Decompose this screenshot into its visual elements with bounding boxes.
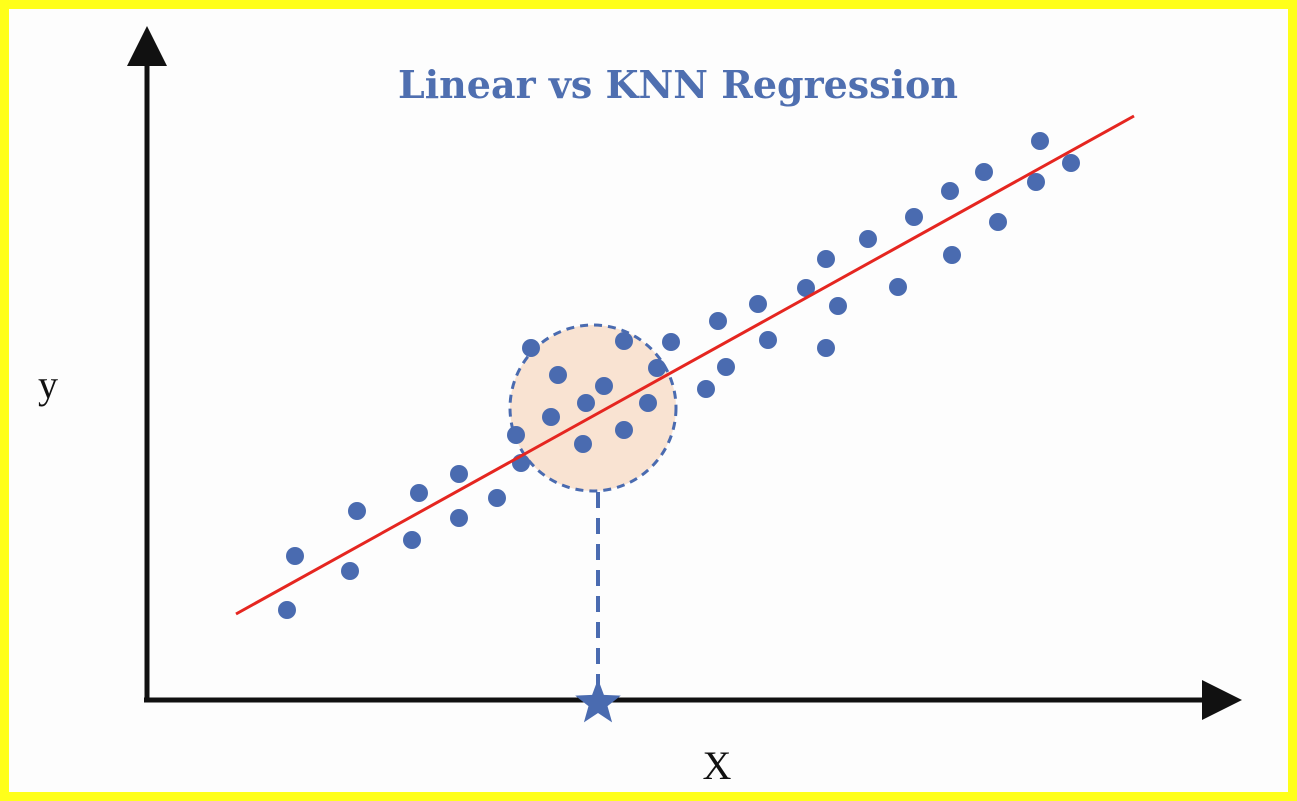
data-point [1062, 154, 1080, 172]
data-point [975, 163, 993, 181]
data-point [941, 182, 959, 200]
data-point [507, 426, 525, 444]
star-icon [575, 679, 621, 723]
data-point [522, 339, 540, 357]
data-point [797, 279, 815, 297]
data-point [717, 358, 735, 376]
data-point [859, 230, 877, 248]
data-point [697, 380, 715, 398]
data-point [943, 246, 961, 264]
x-axis-label: X [703, 743, 732, 788]
data-point [410, 484, 428, 502]
data-point [341, 562, 359, 580]
diagram-title: Linear vs KNN Regression [398, 62, 958, 107]
data-point [286, 547, 304, 565]
data-point [648, 359, 666, 377]
data-point [709, 312, 727, 330]
data-point [905, 208, 923, 226]
data-point [639, 394, 657, 412]
regression-line [235, 114, 1135, 616]
data-point [989, 213, 1007, 231]
data-point [450, 465, 468, 483]
data-point [817, 339, 835, 357]
data-point [817, 250, 835, 268]
data-point [542, 408, 560, 426]
data-point [488, 489, 506, 507]
data-point [759, 331, 777, 349]
data-point [1031, 132, 1049, 150]
data-point [595, 377, 613, 395]
data-point [450, 509, 468, 527]
data-point [574, 435, 592, 453]
data-points [278, 132, 1080, 619]
data-point [615, 421, 633, 439]
data-point [749, 295, 767, 313]
data-point [577, 394, 595, 412]
data-point [829, 297, 847, 315]
data-point [348, 502, 366, 520]
data-point [549, 366, 567, 384]
data-point [615, 332, 633, 350]
data-point [278, 601, 296, 619]
data-point [889, 278, 907, 296]
data-point [662, 333, 680, 351]
data-point [403, 531, 421, 549]
y-axis-label: y [38, 362, 58, 407]
data-point [1027, 173, 1045, 191]
